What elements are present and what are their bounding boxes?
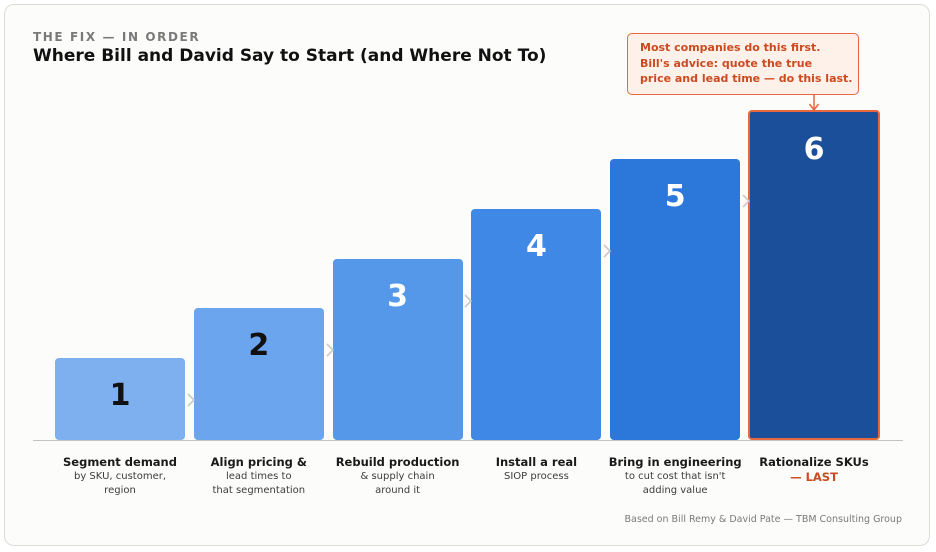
step-title: Rationalize SKUs [759,455,869,469]
step-title: Segment demand [63,455,177,469]
step-number: 1 [109,378,131,413]
callout-line: Bill's advice: quote the true [640,56,813,70]
callout-line: price and lead time — do this last. [640,72,853,85]
step-label-3: Rebuild production & supply chain around i… [323,455,473,497]
step-title: Install a real [495,455,578,469]
step-description: & supply chain around it [360,471,435,496]
step-label-4: Install a real SIOP process [461,455,611,484]
baseline [33,440,903,441]
step-number: 4 [525,228,547,264]
callout-line: Most companies do this first. [640,41,821,54]
step-label-5: Bring in engineering to cut cost that isn… [600,455,750,497]
source-footer: Based on Bill Remy & David Pate — TBM Co… [624,514,903,525]
step-block-5: 5 [610,159,741,440]
step-block-6: 6 [748,109,880,440]
step-label-1: Segment demand by SKU, customer, region [45,455,195,497]
step-description: by SKU, customer, region [73,471,167,496]
chevron-right-icon [464,294,473,308]
chevron-right-icon [603,244,612,258]
diagram-title: Where Bill and David Say to Start (and W… [33,46,547,66]
chevron-right-icon [742,194,751,208]
step-description: to cut cost that isn't adding value [624,471,726,496]
chevron-right-icon [187,393,195,407]
step-number: 5 [664,179,686,215]
step-block-2: 2 [193,308,324,440]
step-label-6: Rationalize SKUs — LAST [739,455,889,485]
step-number: 6 [803,131,825,167]
last-tag: — LAST [790,470,838,484]
step-block-1: 1 [55,358,185,440]
chevron-right-icon [326,343,334,357]
step-description: SIOP process [503,471,569,482]
step-title: Rebuild production [335,455,460,469]
step-block-3: 3 [332,258,463,440]
step-block-4: 4 [471,208,602,440]
step-number: 3 [387,278,409,314]
eyebrow-label: THE FIX — IN ORDER [33,30,201,44]
step-label-2: Align pricing & lead times to that segment… [184,455,334,497]
step-number: 2 [248,328,270,364]
step-description: lead times to that segmentation [212,471,306,496]
step-title: Bring in engineering [608,455,742,469]
step-title: Align pricing & [210,455,307,469]
callout-box: Most companies do this first. Bill's adv… [627,33,859,95]
